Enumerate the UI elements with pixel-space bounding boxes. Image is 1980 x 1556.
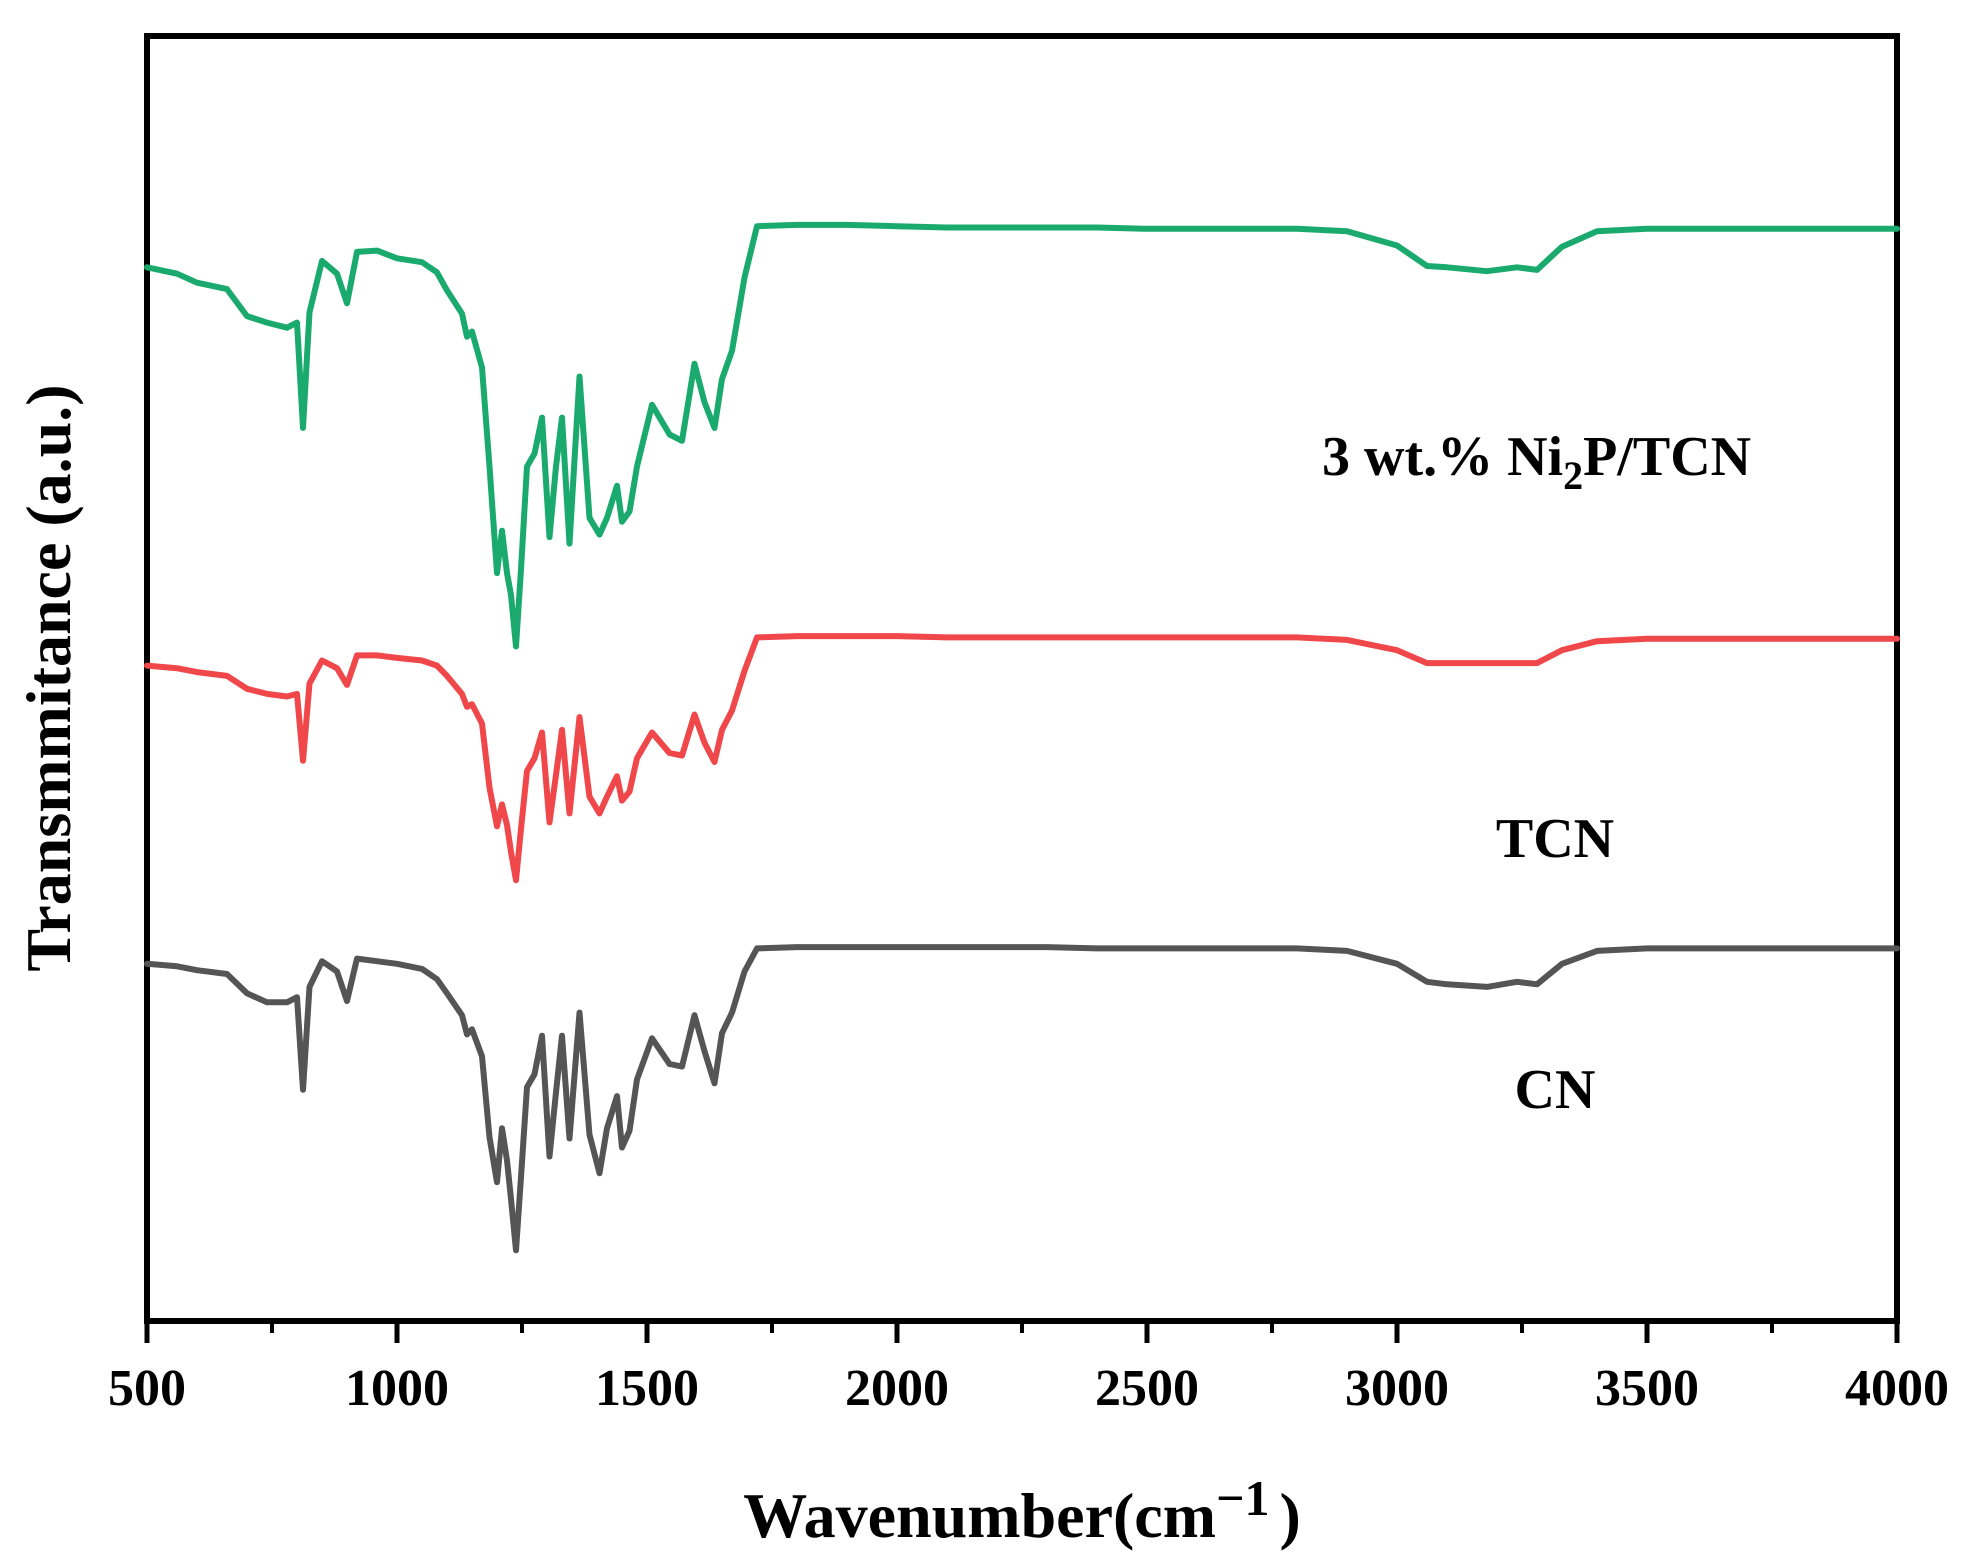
series-labels: 3 wt.% Ni2P/TCN TCN CN [1322,426,1751,1121]
series-line-tcn [144,633,1900,884]
x-tick-label: 2500 [1095,1360,1199,1417]
series-label-subscript: 2 [1563,453,1583,498]
x-tick-label: 3500 [1595,1360,1699,1417]
series-label: CN [1515,1059,1596,1121]
series-group [144,221,1900,1254]
x-axis-label-text: Wavenumber [743,1480,1113,1551]
series-label-part: P/TCN [1583,426,1751,488]
x-axis-unit-close: ) [1280,1480,1301,1551]
x-tick-label: 4000 [1845,1360,1949,1417]
x-tick-label: 3000 [1345,1360,1449,1417]
x-tick-label: 500 [108,1360,186,1417]
series-line-3-wt-ni2p-tcn [144,221,1900,650]
x-axis-label: Wavenumber(cm−1) [743,1470,1301,1551]
x-axis-ticks: 500 1000 1500 2000 2500 3000 3500 4000 [108,1321,1949,1417]
series-label: 3 wt.% Ni2P/TCN [1322,426,1751,498]
x-tick-label: 1000 [345,1360,449,1417]
x-tick-label: 1500 [595,1360,699,1417]
series-line-cn [144,944,1900,1254]
series-label-part: 3 wt.% Ni [1322,426,1563,488]
y-axis-label: Transmmitance (a.u.) [13,384,84,971]
x-axis-unit-open: (cm [1113,1480,1216,1551]
series-label: TCN [1496,808,1614,870]
x-tick-label: 2000 [845,1360,949,1417]
x-axis-unit-exponent: −1 [1216,1470,1270,1526]
